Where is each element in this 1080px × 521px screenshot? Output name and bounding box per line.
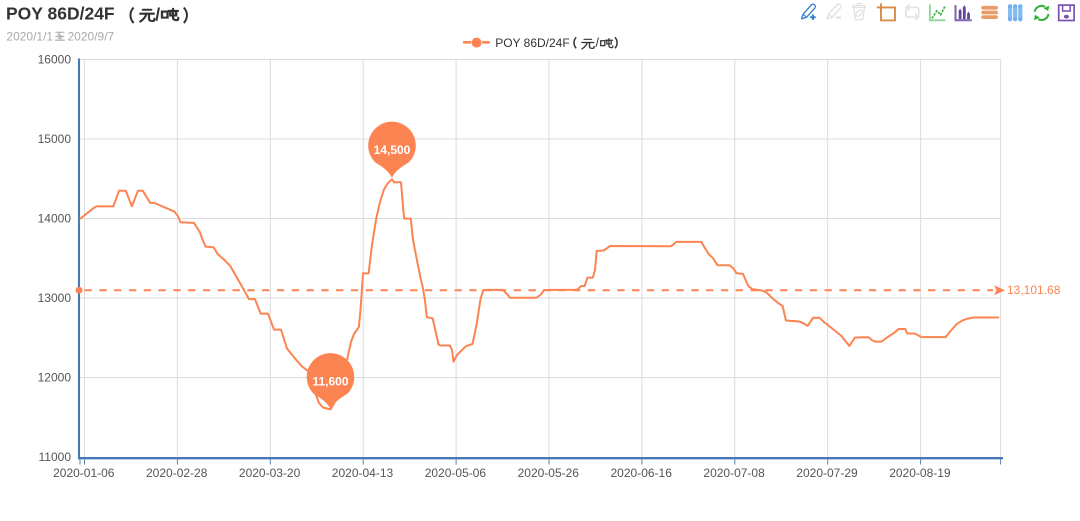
svg-text:/: / — [596, 36, 600, 50]
svg-text:13000: 13000 — [38, 291, 72, 305]
svg-text:2020-01-06: 2020-01-06 — [53, 466, 115, 480]
svg-text:14,500: 14,500 — [374, 143, 411, 157]
svg-text:15000: 15000 — [38, 132, 72, 146]
svg-text:2020-03-20: 2020-03-20 — [239, 466, 301, 480]
svg-text:2020-07-08: 2020-07-08 — [703, 466, 765, 480]
svg-text:2020/9/7: 2020/9/7 — [68, 30, 115, 44]
svg-text:2020/1/1: 2020/1/1 — [6, 30, 53, 44]
svg-text:2020-08-19: 2020-08-19 — [889, 466, 951, 480]
svg-text:13,101.68: 13,101.68 — [1007, 283, 1061, 297]
svg-text:/: / — [155, 5, 160, 25]
svg-text:POY 86D/24F: POY 86D/24F — [495, 36, 569, 50]
svg-text:POY 86D/24F: POY 86D/24F — [6, 4, 115, 24]
svg-text:11000: 11000 — [39, 450, 72, 464]
svg-text:2020-04-13: 2020-04-13 — [332, 466, 394, 480]
svg-text:11,600: 11,600 — [312, 375, 348, 389]
svg-text:2020-07-29: 2020-07-29 — [796, 466, 858, 480]
svg-text:12000: 12000 — [38, 371, 72, 385]
svg-text:2020-05-06: 2020-05-06 — [425, 466, 487, 480]
svg-text:16000: 16000 — [38, 53, 72, 67]
svg-text:2020-06-16: 2020-06-16 — [611, 466, 673, 480]
svg-text:2020-05-26: 2020-05-26 — [518, 466, 580, 480]
svg-text:2020-02-28: 2020-02-28 — [146, 466, 208, 480]
svg-text:14000: 14000 — [38, 212, 72, 226]
